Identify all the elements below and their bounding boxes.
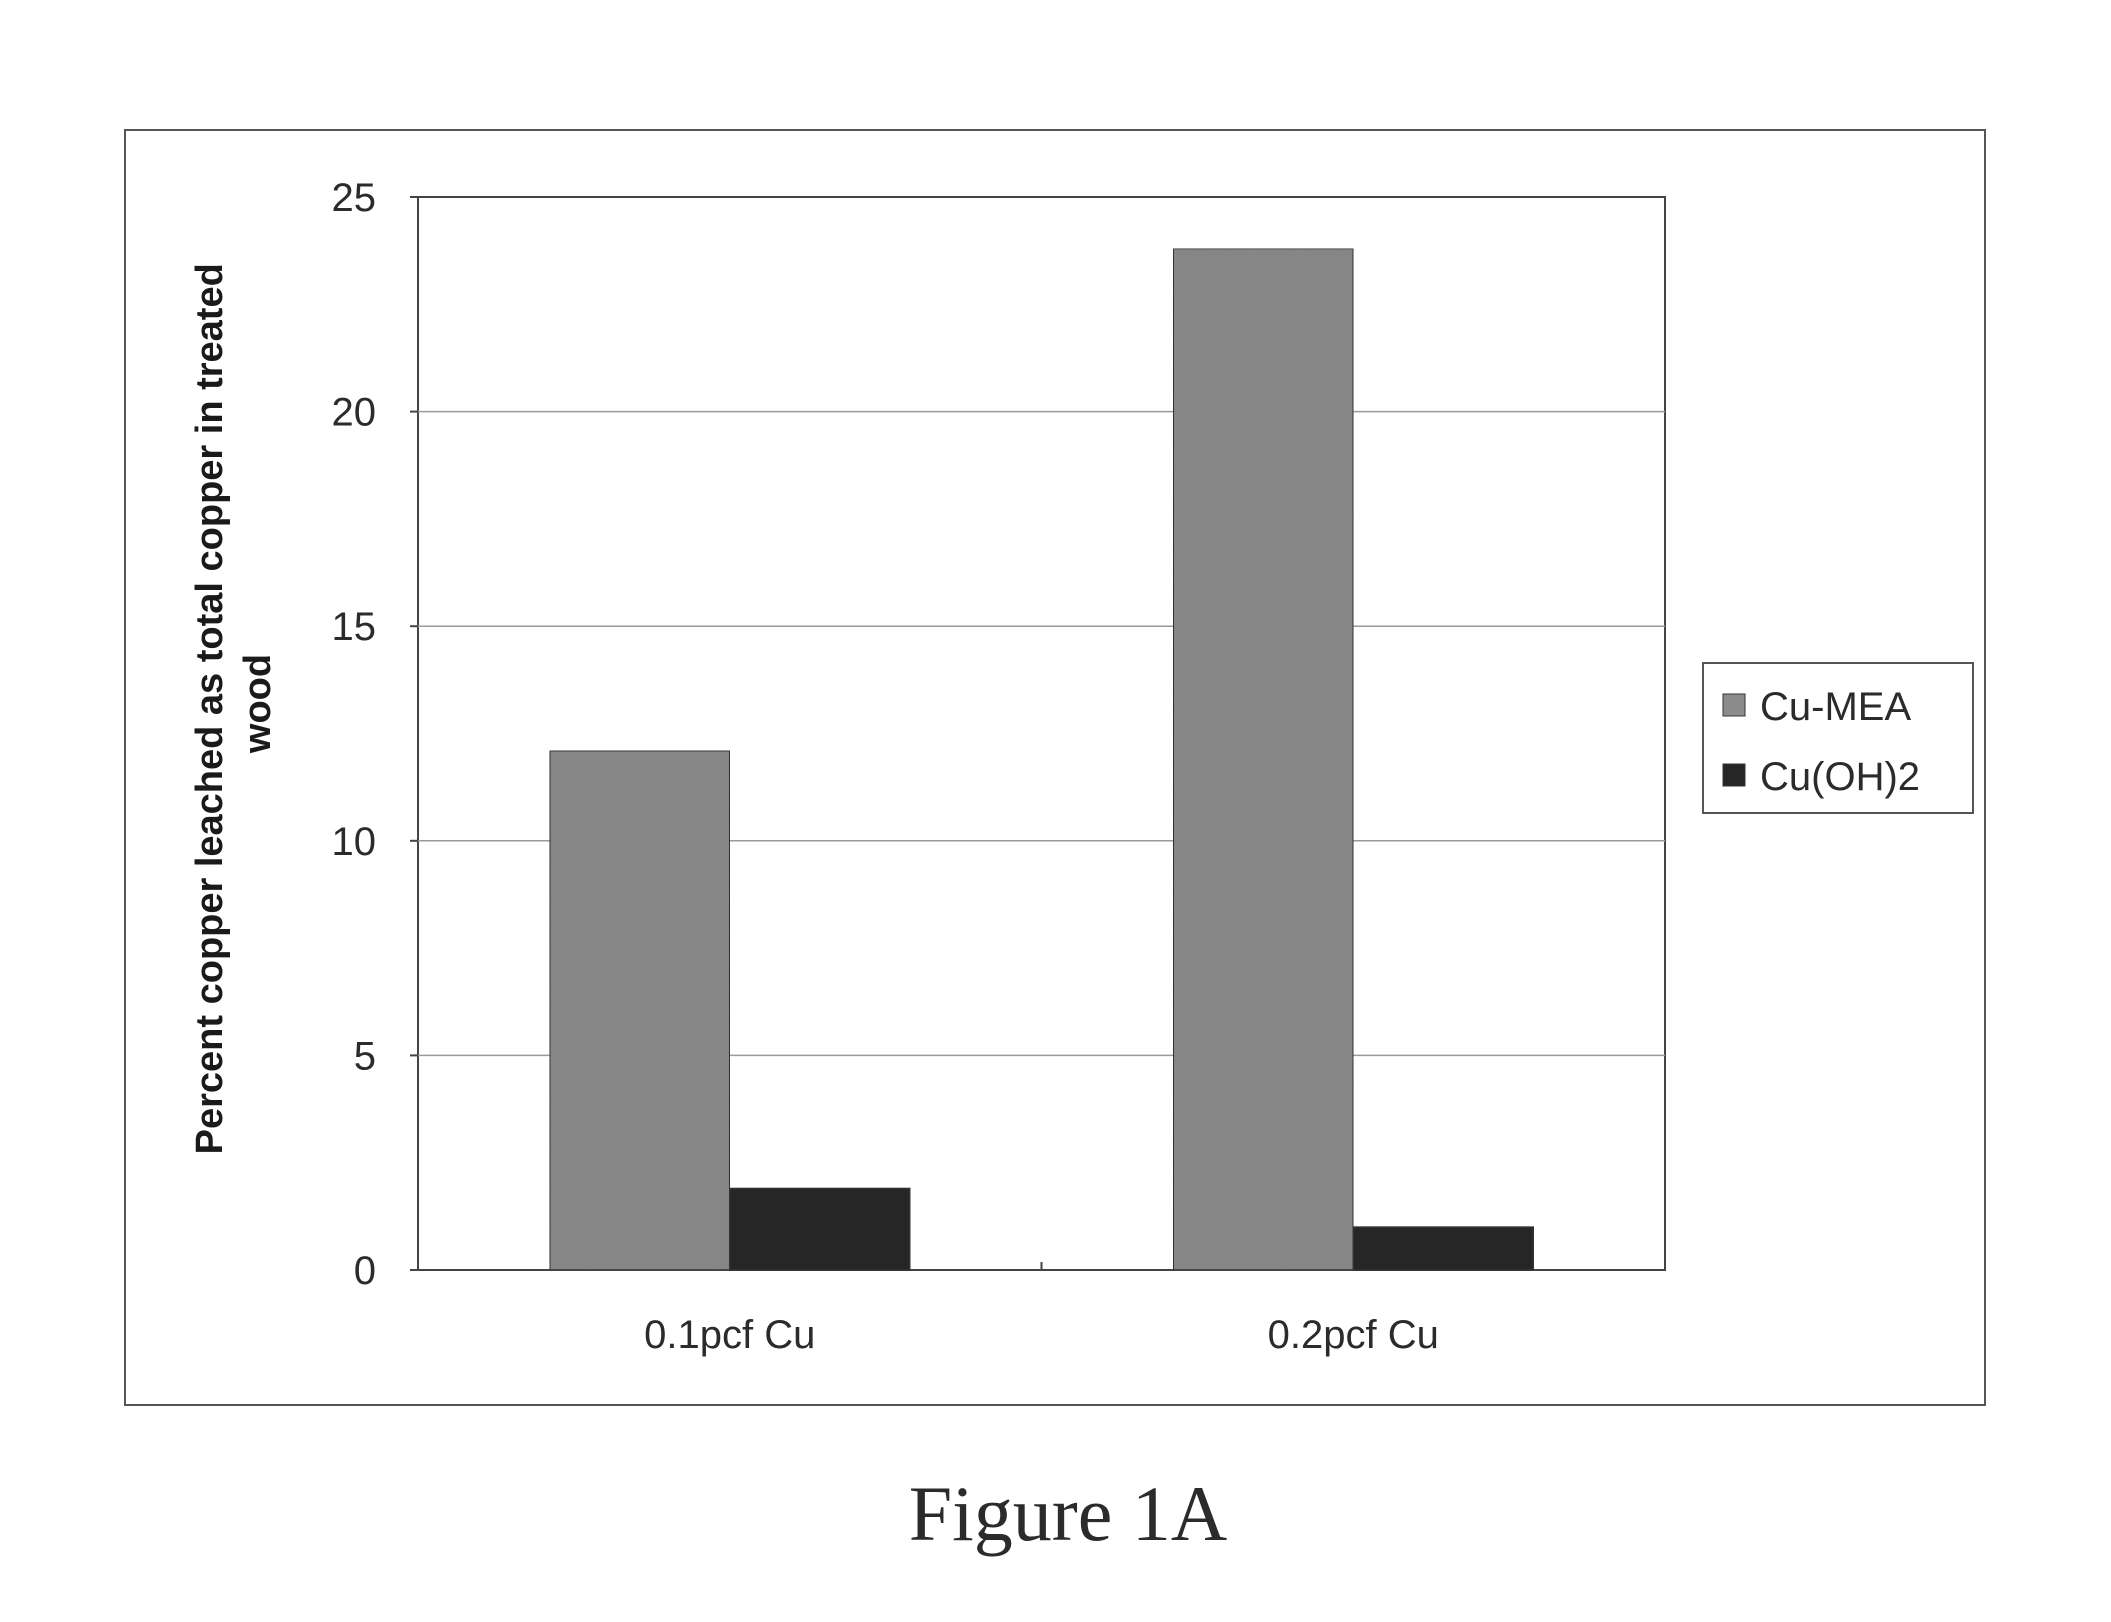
y-tick-label-5: 5: [354, 1034, 376, 1078]
y-tick-label-25: 25: [332, 176, 377, 220]
y-axis-label-line2: wood: [237, 654, 279, 754]
y-tick-label-0: 0: [354, 1249, 376, 1293]
legend-label-cu-oh2: Cu(OH)2: [1760, 755, 1920, 799]
legend-label-cu-mea: Cu-MEA: [1760, 685, 1911, 729]
figure-caption: Figure 1A: [909, 1470, 1227, 1557]
x-axis-ticks: 0.1pcf Cu 0.2pcf Cu: [644, 1262, 1439, 1357]
y-axis-label: Percent copper leached as total copper i…: [189, 253, 279, 1155]
legend-swatch-cu-oh2: [1723, 764, 1745, 786]
y-tick-label-15: 15: [332, 605, 377, 649]
y-tick-label-20: 20: [332, 391, 377, 435]
legend-swatch-cu-mea: [1723, 694, 1745, 716]
bar-cu-oh-2-2: [1353, 1227, 1533, 1270]
x-tick-label-1: 0.1pcf Cu: [644, 1313, 815, 1357]
legend: Cu-MEA Cu(OH)2: [1703, 663, 1973, 813]
bar-cu-oh-2-1: [730, 1188, 910, 1270]
bar-cu-mea-1: [550, 751, 730, 1270]
y-axis-label-line1: Percent copper leached as total copper i…: [189, 263, 231, 1154]
y-axis-ticks: 0 5 10 15 20 25: [332, 176, 419, 1293]
x-tick-label-2: 0.2pcf Cu: [1268, 1313, 1439, 1357]
y-tick-label-10: 10: [332, 820, 377, 864]
bars: [550, 249, 1534, 1270]
bar-cu-mea-2: [1173, 249, 1353, 1270]
